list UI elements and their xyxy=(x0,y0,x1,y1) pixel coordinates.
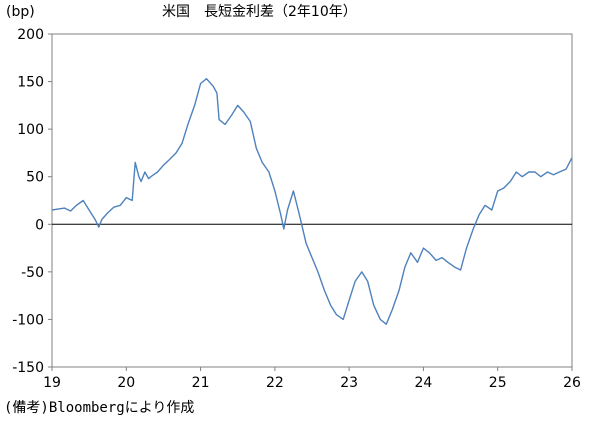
x-axis-ticks: 19 20 21 22 23 24 25 26 xyxy=(43,367,581,391)
y-tick-label: -100 xyxy=(12,312,44,328)
y-tick-label: 200 xyxy=(17,27,44,43)
x-tick-label: 19 xyxy=(43,375,61,391)
yield-spread-line xyxy=(51,78,573,325)
x-tick-label: 22 xyxy=(266,375,284,391)
chart-title: 米国 長短金利差（2年10年） xyxy=(162,4,357,20)
y-tick-label: 100 xyxy=(17,122,44,138)
x-tick-label: 21 xyxy=(192,375,210,391)
x-tick-label: 23 xyxy=(340,375,358,391)
y-unit-label: (bp) xyxy=(6,4,35,20)
x-tick-label: 25 xyxy=(489,375,507,391)
source-note: (備考)Bloombergにより作成 xyxy=(4,400,194,416)
y-tick-label: 150 xyxy=(17,75,44,91)
y-tick-label: 0 xyxy=(35,217,44,233)
y-tick-label: -50 xyxy=(21,265,44,281)
x-tick-label: 20 xyxy=(117,375,135,391)
x-tick-label: 24 xyxy=(415,375,433,391)
x-tick-label: 26 xyxy=(563,375,581,391)
plot-area-frame xyxy=(51,33,573,368)
y-tick-label: -150 xyxy=(12,360,44,376)
y-tick-label: 50 xyxy=(26,170,44,186)
y-axis-ticks: 200 150 100 50 0 -50 -100 -150 xyxy=(12,27,52,376)
